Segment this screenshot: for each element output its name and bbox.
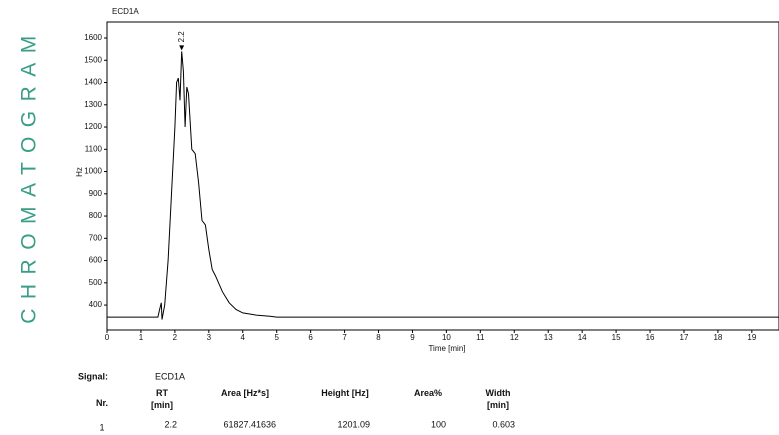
x-tick-label: 17 (680, 333, 689, 342)
signal-line (107, 51, 779, 320)
y-tick-label: 1400 (84, 78, 102, 87)
y-tick-label: 1500 (84, 55, 102, 64)
x-tick-label: 6 (308, 333, 313, 342)
table-cell: 1 (99, 422, 104, 432)
x-tick-label: 9 (410, 333, 415, 342)
table-header: Width [min] (486, 388, 511, 410)
chart-title: ECD1A (112, 7, 139, 16)
x-tick-label: 8 (376, 333, 381, 342)
table-cell: 61827.41636 (223, 419, 276, 429)
y-tick-label: 1300 (84, 100, 102, 109)
y-tick-label: 600 (89, 256, 103, 265)
x-tick-label: 14 (578, 333, 587, 342)
y-tick-label: 1000 (84, 167, 102, 176)
x-tick-label: 0 (105, 333, 110, 342)
y-tick-label: 1100 (85, 144, 103, 153)
side-title: CHROMATOGRAM (18, 26, 41, 324)
header-line: RT (156, 388, 168, 398)
signal-value: ECD1A (155, 371, 185, 381)
header-line: Nr. (96, 398, 108, 408)
table-cell: 0.603 (492, 419, 515, 429)
y-tick-label: 400 (89, 300, 103, 309)
y-tick-label: 900 (89, 189, 103, 198)
x-tick-label: 12 (510, 333, 519, 342)
x-tick-label: 18 (713, 333, 722, 342)
x-tick-label: 3 (207, 333, 212, 342)
table-cell: 2.2 (164, 419, 177, 429)
header-line: Area [Hz*s] (221, 388, 269, 398)
peak-label: 2.2 (177, 31, 186, 43)
header-line: [min] (487, 400, 509, 410)
x-tick-label: 13 (544, 333, 553, 342)
x-tick-label: 10 (442, 333, 451, 342)
table-cell: 100 (431, 419, 446, 429)
table-header: RT [min] (151, 388, 173, 410)
header-line: [min] (151, 400, 173, 410)
x-tick-label: 11 (476, 333, 485, 342)
y-tick-label: 1200 (84, 122, 102, 131)
peak-marker (179, 45, 185, 51)
y-tick-label: 800 (89, 211, 103, 220)
header-line: Area% (414, 388, 442, 398)
x-tick-label: 15 (612, 333, 621, 342)
y-tick-label: 500 (89, 278, 103, 287)
y-tick-label: 1600 (84, 33, 102, 42)
x-tick-label: 2 (173, 333, 178, 342)
x-tick-label: 16 (646, 333, 655, 342)
x-tick-label: 1 (139, 333, 144, 342)
x-tick-label: 19 (747, 333, 756, 342)
table-header: Height [Hz] (321, 388, 369, 398)
y-tick-label: 700 (89, 233, 103, 242)
x-tick-label: 5 (274, 333, 279, 342)
table-cell: 1201.09 (337, 419, 370, 429)
x-axis-label: Time [min] (428, 344, 465, 353)
header-line: Width (486, 388, 511, 398)
plot-frame (106, 21, 779, 331)
y-axis-label: Hz (75, 167, 84, 177)
table-header: Area [Hz*s] (221, 388, 269, 398)
table-header: Nr. (96, 398, 108, 408)
x-tick-label: 4 (241, 333, 246, 342)
table-header: Area% (414, 388, 442, 398)
signal-label: Signal: (78, 371, 108, 381)
header-line: Height [Hz] (321, 388, 369, 398)
x-tick-label: 7 (342, 333, 347, 342)
